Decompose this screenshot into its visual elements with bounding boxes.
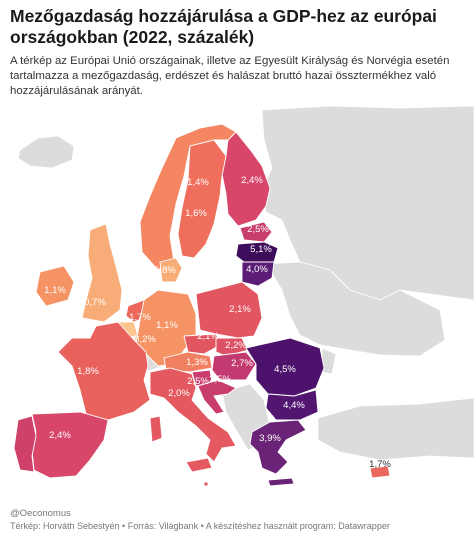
country-poland[interactable] <box>195 281 263 339</box>
belarus-ukraine <box>265 261 446 357</box>
value-label-france: 1,8% <box>77 366 99 377</box>
country-italy[interactable] <box>149 367 237 463</box>
value-label-sweden: 1,6% <box>185 208 207 219</box>
country-portugal[interactable] <box>13 415 37 473</box>
country-sicily[interactable] <box>185 457 213 473</box>
value-label-poland: 2,1% <box>229 304 251 315</box>
country-lithuania[interactable] <box>241 261 275 287</box>
countries <box>13 123 391 487</box>
country-france[interactable] <box>57 321 151 421</box>
value-label-slovakia: 2,2% <box>225 340 247 351</box>
value-label-ireland: 1,1% <box>44 285 66 296</box>
country-hungary[interactable] <box>211 351 257 381</box>
country-bulgaria[interactable] <box>265 389 319 421</box>
value-label-hungary: 2,7% <box>231 358 253 369</box>
chart-subtitle: A térkép az Európai Unió országainak, il… <box>10 55 450 97</box>
value-label-netherlands: 1,7% <box>129 312 151 323</box>
country-spain[interactable] <box>31 411 109 479</box>
country-croatia[interactable] <box>197 379 237 415</box>
country-cyprus[interactable] <box>369 465 391 479</box>
credit-text: @Oeconomus <box>10 508 71 519</box>
no-data-land <box>17 106 474 461</box>
value-label-austria: 1,3% <box>186 357 208 368</box>
country-denmark[interactable] <box>159 257 183 283</box>
source-text: Térkép: Horváth Sebestyén • Forrás: Vilá… <box>10 521 390 531</box>
country-greece[interactable] <box>249 419 307 475</box>
value-label-romania: 4,5% <box>274 364 296 375</box>
value-label-norway: 1,4% <box>187 177 209 188</box>
value-label-united-kingdom: 0,7% <box>84 297 106 308</box>
value-label-croatia: 2,5% <box>209 374 231 385</box>
value-labels: 2,4% 1,6% 1,4% 2,5% 5,1% 4,0% 0,8% 0,7% 1,1% 1,7%… <box>44 175 391 470</box>
value-label-germany: 1,1% <box>156 320 178 331</box>
value-label-greece: 3,9% <box>259 433 281 444</box>
iceland <box>17 135 75 169</box>
value-label-czechia: 2,1% <box>197 331 219 342</box>
country-malta[interactable] <box>203 481 209 487</box>
value-label-estonia: 2,5% <box>247 224 269 235</box>
value-label-slovenia: 2,5% <box>187 376 209 387</box>
chart-title: Mezőgazdaság hozzájárulása a GDP-hez az … <box>10 6 437 47</box>
value-label-italy: 2,0% <box>168 388 190 399</box>
value-label-bulgaria: 4,4% <box>283 400 305 411</box>
country-crete[interactable] <box>267 477 295 487</box>
country-romania[interactable] <box>245 337 325 397</box>
country-ireland[interactable] <box>35 265 75 307</box>
value-label-belgium: 0,2% <box>134 334 156 345</box>
value-label-denmark: 0,8% <box>154 265 176 276</box>
turkey <box>317 397 474 461</box>
value-label-cyprus: 1,7% <box>369 459 391 470</box>
europe-map: 2,4% 1,6% 1,4% 2,5% 5,1% 4,0% 0,8% 0,7% 1,1% 1,7%… <box>13 106 474 487</box>
country-sweden[interactable] <box>177 139 227 259</box>
value-label-finland: 2,4% <box>241 175 263 186</box>
value-label-latvia: 5,1% <box>250 244 272 255</box>
country-estonia[interactable] <box>239 221 273 243</box>
country-norway[interactable] <box>139 123 237 271</box>
value-label-lithuania: 4,0% <box>246 264 268 275</box>
value-label-spain: 2,4% <box>49 430 71 441</box>
country-sardinia[interactable] <box>149 415 163 443</box>
country-united-kingdom[interactable] <box>81 223 123 323</box>
country-finland[interactable] <box>221 131 271 227</box>
country-czechia[interactable] <box>183 333 223 355</box>
moldova <box>321 347 337 375</box>
